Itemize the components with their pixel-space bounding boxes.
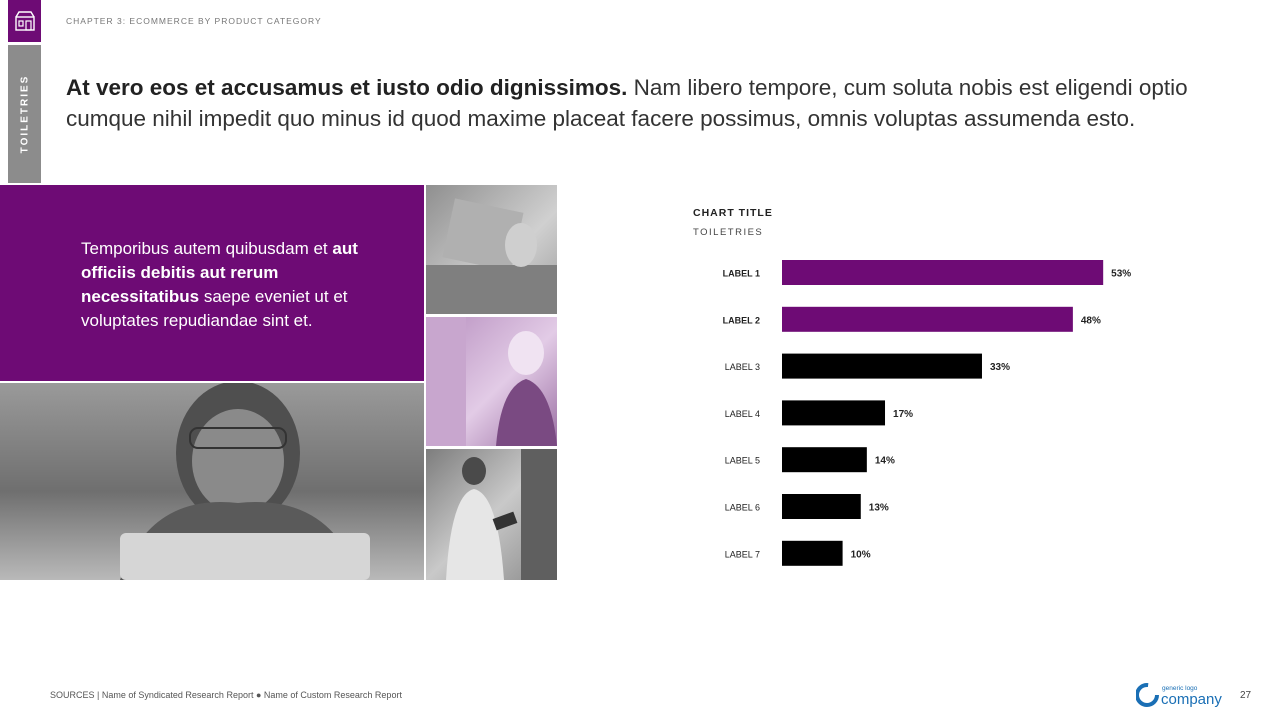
- photo-woman-shopping: [426, 317, 557, 446]
- logo-name: company: [1161, 691, 1222, 708]
- callout-text: Temporibus autem quibusdam et aut offici…: [81, 237, 381, 333]
- chart-title: CHART TITLE: [693, 207, 773, 219]
- photo-woman-shopping-shapes: [426, 317, 557, 446]
- sources-text: Name of Syndicated Research Report ● Nam…: [101, 690, 402, 700]
- chapter-label: CHAPTER 3: ECOMMERCE BY PRODUCT CATEGORY: [66, 16, 322, 26]
- value-label: 33%: [990, 362, 1010, 373]
- chapter-icon: [8, 0, 41, 42]
- side-tab[interactable]: TOILETRIES: [8, 45, 41, 183]
- chart-subtitle: TOILETRIES: [693, 227, 764, 238]
- side-tab-label: TOILETRIES: [19, 74, 30, 154]
- photo-woman-tablet: [426, 449, 557, 580]
- category-label: LABEL 4: [725, 409, 760, 419]
- category-label: LABEL 2: [723, 315, 760, 325]
- bar: [782, 353, 982, 379]
- value-label: 10%: [851, 549, 871, 560]
- bar: [782, 540, 843, 566]
- bar: [782, 494, 861, 519]
- footer-sources: SOURCES | Name of Syndicated Research Re…: [50, 690, 402, 700]
- store-icon: [14, 11, 35, 31]
- photo-hands-box: [426, 185, 557, 314]
- bar-chart: LABEL 1 53% LABEL 2 48% LABEL 3 33% LABEL 4 17%…: [723, 260, 1131, 566]
- category-label: LABEL 6: [725, 503, 760, 513]
- company-logo: generic logo company: [1136, 683, 1222, 708]
- category-label: LABEL 7: [725, 549, 760, 559]
- callout-part1: Temporibus autem quibusdam et: [81, 239, 333, 258]
- callout-part2: saepe eveniet ut et voluptates repudiand…: [81, 287, 348, 330]
- logo-tagline: generic logo: [1162, 685, 1198, 692]
- headline-rest: Nam libero tempore, cum soluta nobis est…: [66, 75, 1188, 131]
- photo-woman-tablet-shapes: [446, 449, 557, 580]
- callout-box: [0, 185, 424, 381]
- value-label: 48%: [1081, 315, 1101, 326]
- value-label: 17%: [893, 409, 913, 420]
- photo-hands-box-shapes: [426, 198, 557, 314]
- photo-woman-laptop: [0, 383, 424, 580]
- bar: [782, 447, 867, 473]
- bar: [782, 306, 1073, 332]
- value-label: 13%: [869, 503, 889, 514]
- bar: [782, 260, 1104, 285]
- headline-bold: At vero eos et accusamus et iusto odio d…: [66, 75, 628, 100]
- bar: [782, 400, 886, 426]
- sources-label: SOURCES |: [50, 690, 100, 700]
- value-label: 14%: [875, 456, 895, 467]
- headline: At vero eos et accusamus et iusto odio d…: [66, 72, 1216, 134]
- photo-woman-laptop-shapes: [120, 383, 370, 580]
- category-label: LABEL 1: [723, 269, 760, 279]
- category-label: LABEL 5: [725, 456, 760, 466]
- value-label: 53%: [1111, 269, 1131, 280]
- page-number: 27: [1240, 690, 1252, 701]
- category-label: LABEL 3: [725, 362, 760, 372]
- callout-bold: aut officiis debitis aut rerum necessita…: [81, 239, 358, 306]
